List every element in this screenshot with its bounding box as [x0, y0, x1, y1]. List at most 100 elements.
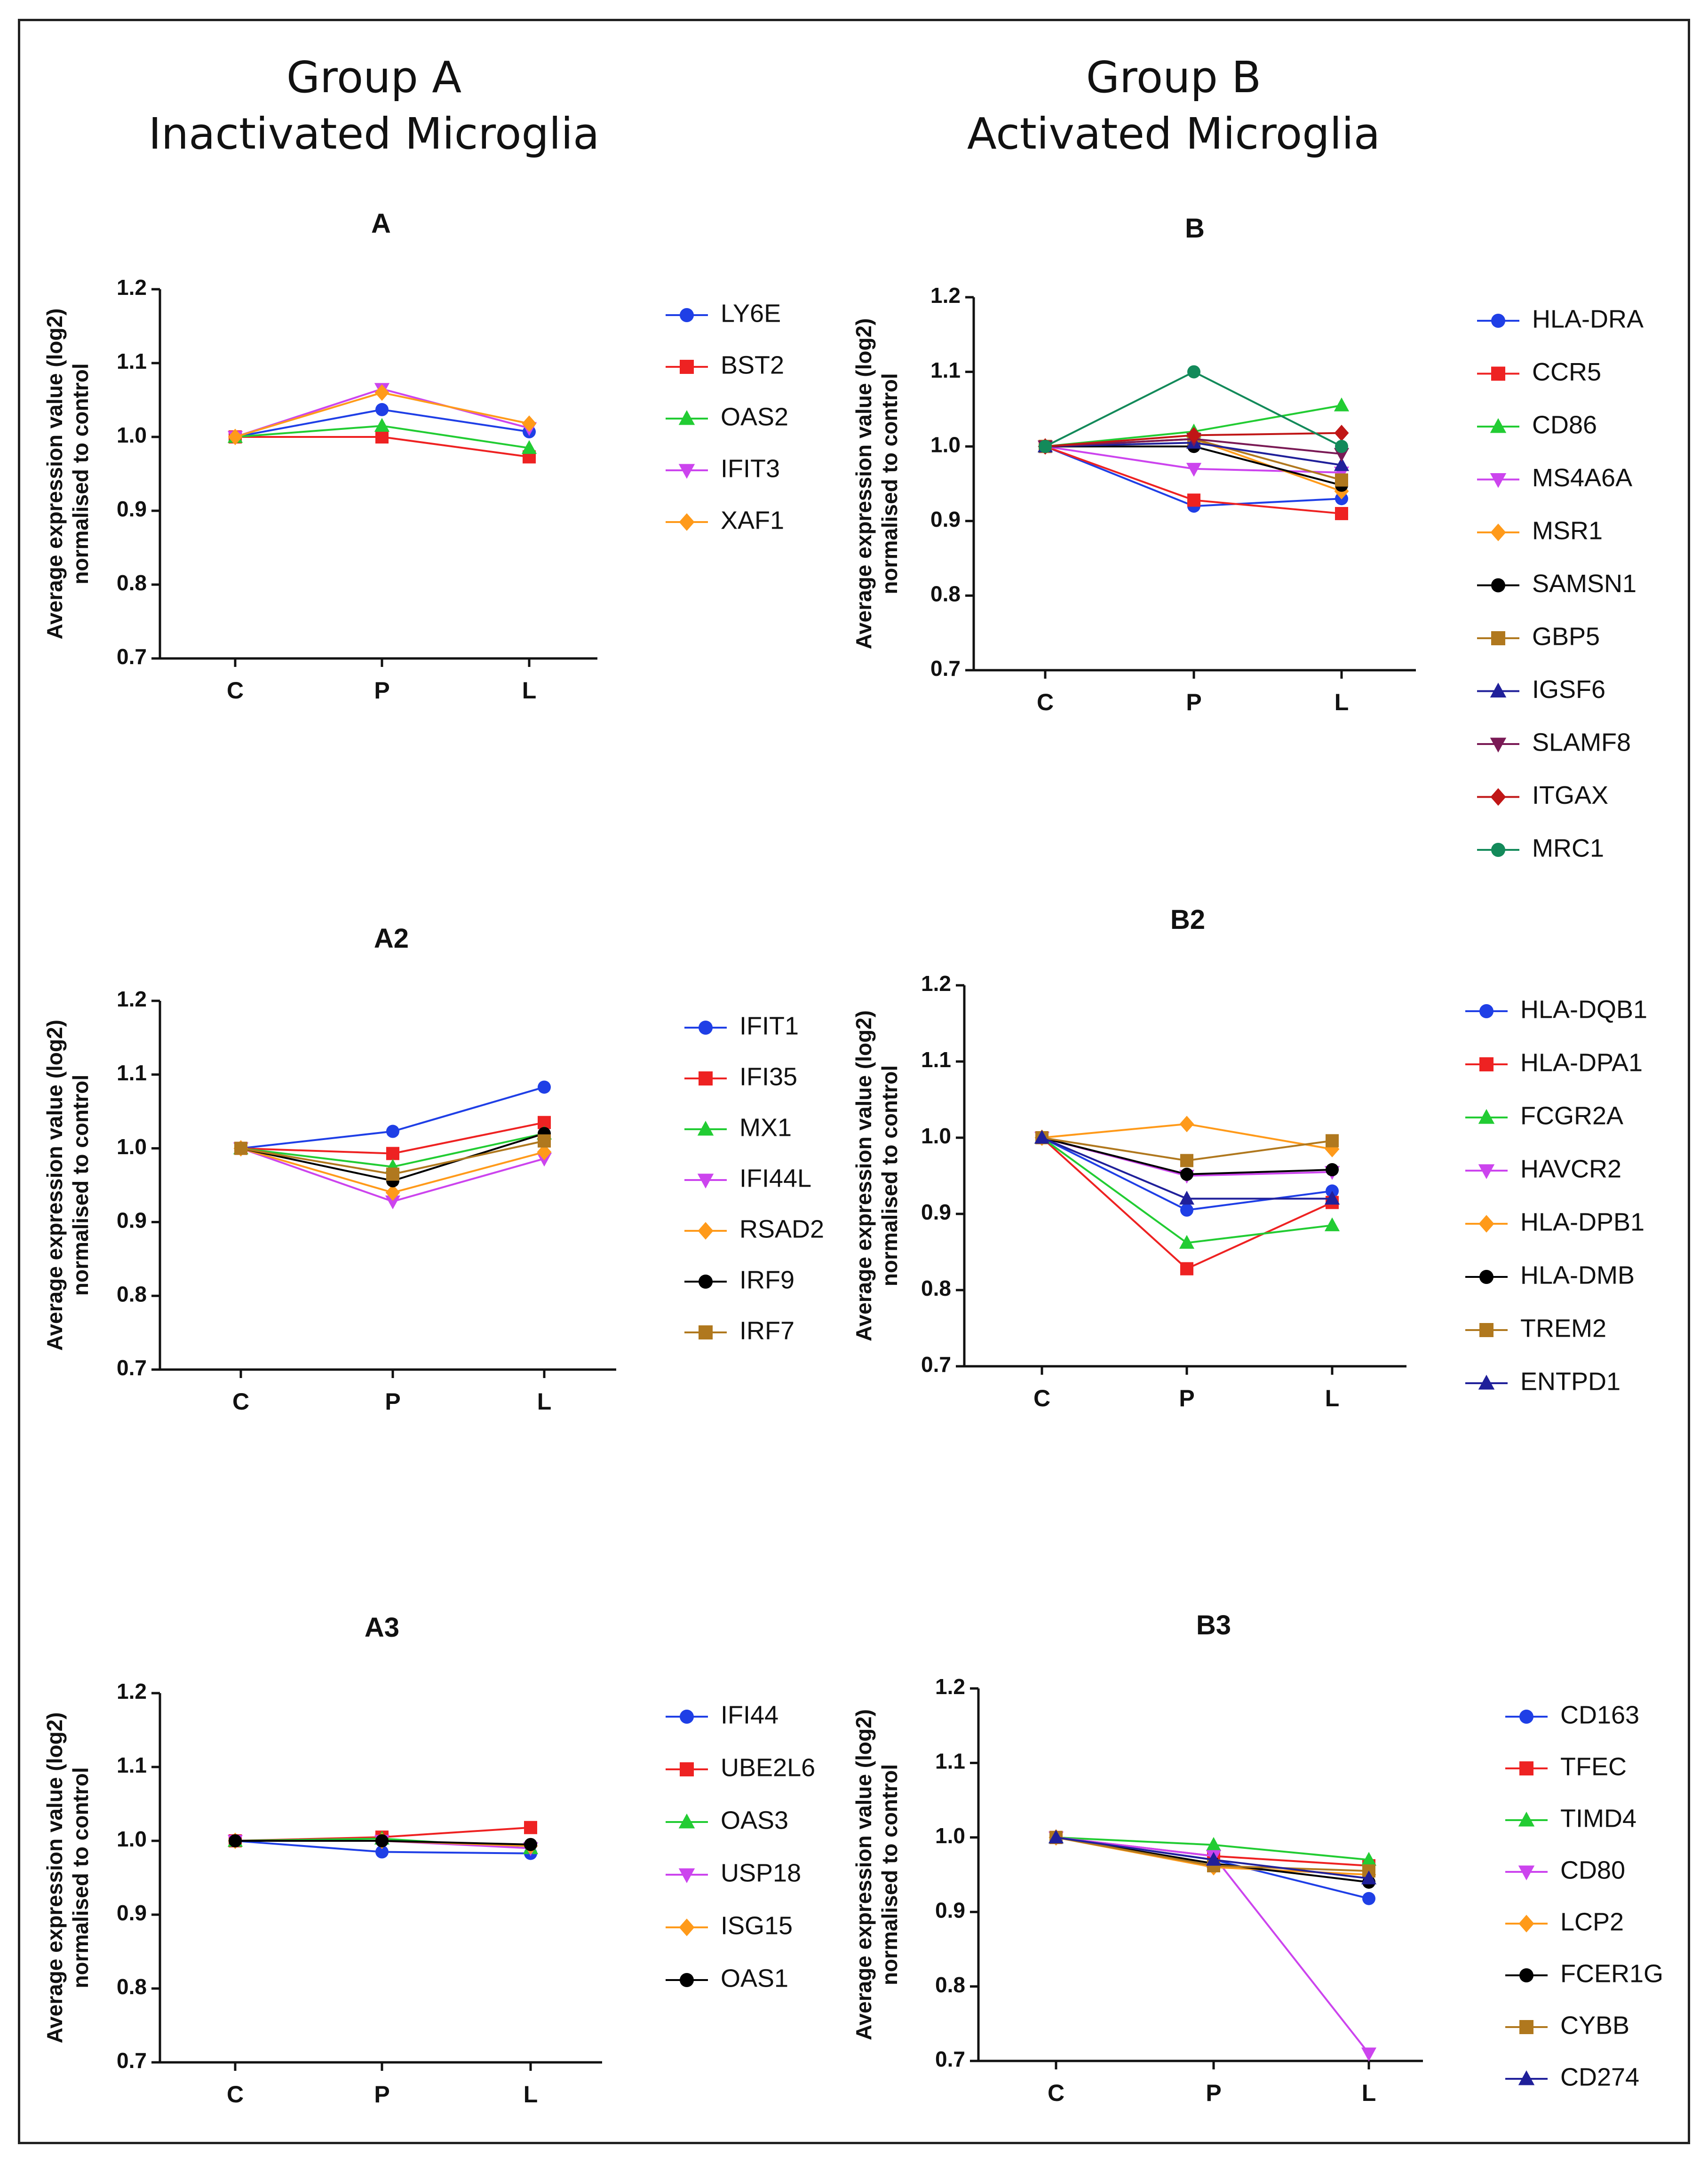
data-point-xaf1	[228, 428, 243, 445]
data-point-ccr5	[1335, 507, 1348, 520]
data-point-oas1	[524, 1838, 537, 1851]
data-point-cd274	[1048, 1830, 1064, 1844]
legend-marker	[1491, 314, 1505, 328]
y-tick-label: 0.8	[117, 1974, 147, 1999]
chart-title: B3	[1196, 1610, 1231, 1640]
group-b-title: Group B	[1086, 52, 1262, 103]
y-axis-label-line2: normalised to control	[877, 1065, 902, 1286]
data-point-cd274	[1361, 1870, 1377, 1885]
x-tick-label: P	[1206, 2080, 1221, 2106]
legend-marker	[1491, 366, 1505, 381]
y-axis-label-line2: normalised to control	[877, 373, 902, 594]
legend-label: HLA-DPA1	[1520, 1048, 1643, 1077]
data-point-trem2	[1326, 1134, 1339, 1148]
y-tick-label: 1.2	[921, 971, 951, 996]
y-tick-label: 0.9	[935, 1898, 965, 1922]
x-tick-label: L	[537, 1388, 552, 1415]
data-point-cd86	[1334, 397, 1350, 412]
y-tick-label: 0.9	[930, 507, 961, 531]
y-tick-label: 0.7	[117, 644, 147, 669]
data-point-entpd1	[1179, 1190, 1195, 1205]
data-point-ly6e	[375, 403, 389, 416]
y-tick-label: 0.9	[117, 1901, 147, 1925]
legend-label: USP18	[721, 1859, 801, 1887]
x-tick-label: P	[385, 1388, 400, 1415]
legend-label: MSR1	[1532, 516, 1603, 545]
data-point-fcgr2a	[1179, 1235, 1195, 1249]
legend-label: LY6E	[721, 299, 781, 327]
data-point-timd4	[1361, 1852, 1377, 1866]
legend-label: SAMSN1	[1532, 570, 1637, 598]
legend-label: MX1	[739, 1113, 792, 1141]
x-tick-label: L	[524, 2081, 538, 2108]
legend-label: IRF9	[739, 1266, 794, 1294]
legend-marker	[1478, 1109, 1495, 1124]
legend-marker	[1518, 1865, 1535, 1880]
legend-marker	[678, 464, 695, 479]
data-point-ifi44	[375, 1845, 389, 1859]
data-point-oas2	[521, 440, 537, 454]
legend-marker	[680, 1973, 694, 1987]
legend-marker	[1478, 1215, 1494, 1233]
legend-marker	[1479, 1270, 1494, 1284]
legend-label: HLA-DRA	[1532, 305, 1644, 333]
legend-marker	[1490, 788, 1506, 806]
data-point-oas2	[374, 418, 390, 432]
series-line-ifit1	[240, 1086, 545, 1149]
data-point-irf7	[538, 1134, 551, 1148]
y-tick-label: 0.9	[117, 497, 147, 521]
y-tick-label: 1.0	[930, 432, 961, 457]
chart-b2: B2 Average expression value (log2) normali…	[851, 904, 1647, 1411]
y-tick-label: 1.1	[117, 1061, 147, 1085]
legend-label: MRC1	[1532, 834, 1604, 862]
data-point-ifi44l	[385, 1195, 401, 1210]
chart-title: B	[1185, 213, 1205, 244]
y-tick-label: 1.1	[935, 1749, 965, 1774]
legend-marker	[699, 1275, 713, 1289]
data-point-xaf1	[522, 415, 537, 432]
chart-title: A3	[365, 1612, 399, 1643]
data-point-mrc1	[1039, 440, 1052, 453]
legend-marker	[678, 1868, 695, 1883]
x-tick-label: C	[1048, 2080, 1065, 2106]
legend-marker	[1490, 682, 1507, 697]
data-point-ccr5	[1187, 493, 1200, 507]
group-b-heading: Group B Activated Microglia	[915, 49, 1432, 162]
legend-marker	[1518, 2070, 1535, 2085]
y-tick-label: 0.9	[921, 1200, 951, 1224]
legend-marker	[697, 1173, 714, 1188]
legend-marker	[679, 1918, 695, 1936]
legend-label: CD86	[1532, 411, 1597, 439]
legend-label: CCR5	[1532, 358, 1601, 386]
data-point-irf7	[234, 1141, 247, 1155]
data-point-fcgr2a	[1324, 1217, 1340, 1231]
legend: CD163 TFEC TIMD4 CD80 LCP2 FCER1G CYBB CD274	[1505, 1701, 1663, 2091]
y-axis-label: Average expression value (log2)	[851, 1010, 876, 1341]
x-tick-label: C	[227, 2081, 244, 2108]
legend-label: XAF1	[721, 506, 784, 534]
y-axis-label-line2: normalised to control	[68, 363, 93, 584]
y-tick-label: 0.8	[935, 1973, 965, 1997]
legend-label: IFIT1	[739, 1012, 799, 1040]
data-point-hla-dpb1	[1179, 1116, 1194, 1133]
data-point-hla-dmb	[1180, 1167, 1193, 1181]
legend-label: IFIT3	[721, 454, 780, 483]
data-point-trem2	[1180, 1154, 1193, 1167]
y-tick-label: 1.2	[117, 1679, 147, 1703]
legend-label: FCGR2A	[1520, 1101, 1623, 1130]
y-tick-label: 0.7	[930, 656, 961, 681]
legend-marker	[1519, 1710, 1533, 1724]
legend-label: IGSF6	[1532, 675, 1605, 704]
legend: LY6E BST2 OAS2 IFIT3 XAF1	[666, 299, 788, 534]
legend-label: OAS3	[721, 1806, 788, 1834]
legend-label: OAS1	[721, 1964, 788, 1992]
legend-marker	[678, 410, 695, 425]
y-tick-label: 0.7	[117, 2048, 147, 2073]
chart-b3: B3 Average expression value (log2) normali…	[851, 1610, 1663, 2106]
y-tick-label: 0.8	[117, 1282, 147, 1306]
data-point-irf7	[386, 1167, 399, 1181]
legend-marker	[1519, 1761, 1533, 1775]
legend-label: SLAMF8	[1532, 728, 1631, 756]
y-tick-label: 0.8	[930, 582, 961, 606]
legend-marker	[697, 1121, 714, 1136]
